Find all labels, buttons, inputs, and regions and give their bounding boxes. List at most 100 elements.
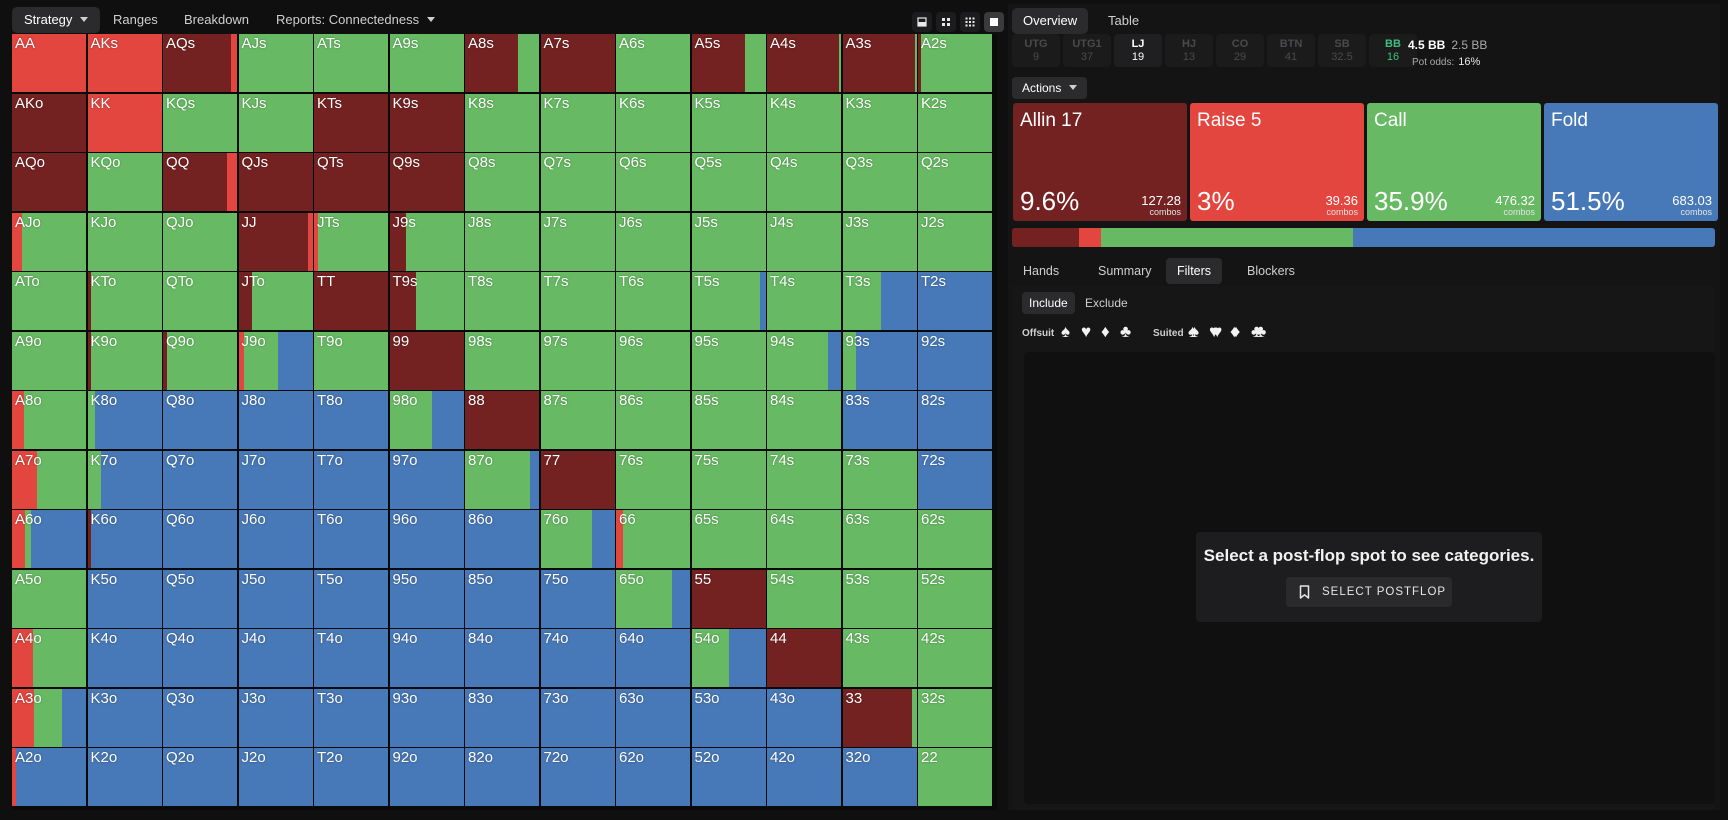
include-toggle[interactable]: Include [1022, 292, 1075, 314]
hand-cell[interactable]: A4o [12, 629, 86, 687]
compact-view-button[interactable] [912, 12, 932, 32]
hand-cell[interactable]: AKo [12, 93, 86, 152]
hand-cell[interactable]: KJs [238, 93, 313, 152]
hand-cell[interactable]: J6s [616, 212, 690, 271]
hand-cell[interactable]: 85o [465, 569, 539, 628]
hand-cell[interactable]: KJo [87, 212, 162, 271]
hand-cell[interactable]: K6o [87, 510, 162, 568]
position-sb[interactable]: SB 32.5 [1318, 34, 1366, 67]
hand-cell[interactable]: QQ [163, 153, 237, 211]
hand-cell[interactable]: J6o [238, 510, 313, 568]
grid-view-button[interactable] [960, 12, 980, 32]
hand-cell[interactable]: 65o [616, 569, 690, 628]
hand-cell[interactable]: QTo [163, 272, 237, 330]
hand-cell[interactable]: K4s [767, 93, 841, 152]
hand-cell[interactable]: 77 [540, 450, 615, 509]
select-postflop-button[interactable]: SELECT POSTFLOP [1286, 577, 1452, 607]
hand-cell[interactable]: AQo [12, 153, 86, 211]
hand-cell[interactable]: 52s [918, 569, 992, 628]
hand-cell[interactable]: AKs [87, 34, 162, 92]
hand-cell[interactable]: JJ [238, 212, 313, 271]
split-view-button[interactable] [936, 12, 956, 32]
hand-cell[interactable]: A4s [767, 34, 841, 92]
hand-cell[interactable]: A7s [540, 34, 615, 92]
hand-cell[interactable]: A2o [12, 748, 86, 806]
hand-cell[interactable]: K9s [389, 93, 464, 152]
hand-cell[interactable]: KQs [163, 93, 237, 152]
hand-cell[interactable]: 83s [842, 391, 917, 449]
hand-cell[interactable]: T8s [465, 272, 539, 330]
hand-cell[interactable]: 22 [918, 748, 992, 806]
hand-cell[interactable]: 42s [918, 629, 992, 687]
hand-cell[interactable]: 87s [540, 391, 615, 449]
hand-cell[interactable]: 53s [842, 569, 917, 628]
hand-cell[interactable]: 32s [918, 688, 992, 747]
suited-diamond-filter[interactable]: ♦♦ [1230, 322, 1241, 341]
offsuit-spade-filter[interactable]: ♠ [1061, 322, 1071, 341]
hand-cell[interactable]: 94o [389, 629, 464, 687]
hand-cell[interactable]: 53o [691, 688, 766, 747]
hand-cell[interactable]: K8s [465, 93, 539, 152]
tab-overview[interactable]: Overview [1012, 8, 1089, 34]
hand-cell[interactable]: Q7o [163, 450, 237, 509]
hand-cell[interactable]: 96o [389, 510, 464, 568]
hand-cell[interactable]: ATs [314, 34, 388, 92]
offsuit-diamond-filter[interactable]: ♦ [1101, 322, 1110, 341]
position-btn[interactable]: BTN 41 [1267, 34, 1315, 67]
hand-cell[interactable]: 82s [918, 391, 992, 449]
tab-strategy[interactable]: Strategy [12, 7, 101, 33]
hand-cell[interactable]: 55 [691, 569, 766, 628]
hand-cell[interactable]: 72s [918, 450, 992, 509]
hand-cell[interactable]: T4s [767, 272, 841, 330]
hand-cell[interactable]: 84o [465, 629, 539, 687]
hand-cell[interactable]: T5s [691, 272, 766, 330]
suited-spade-filter[interactable]: ♠♠ [1188, 322, 1199, 341]
hand-cell[interactable]: A7o [12, 450, 86, 509]
hand-cell[interactable]: 75o [540, 569, 615, 628]
hand-cell[interactable]: QTs [314, 153, 388, 211]
tab-blockers[interactable]: Blockers [1247, 264, 1295, 278]
tab-filters[interactable]: Filters [1166, 258, 1223, 284]
hand-cell[interactable]: A9s [389, 34, 464, 92]
hand-cell[interactable]: T3o [314, 688, 388, 747]
hand-cell[interactable]: K3s [842, 93, 917, 152]
hand-cell[interactable]: A3o [12, 688, 86, 747]
full-view-button[interactable] [984, 12, 1004, 32]
hand-cell[interactable]: K4o [87, 629, 162, 687]
hand-cell[interactable]: J4o [238, 629, 313, 687]
hand-cell[interactable]: 92o [389, 748, 464, 806]
hand-cell[interactable]: K2o [87, 748, 162, 806]
hand-cell[interactable]: 99 [389, 331, 464, 390]
hand-cell[interactable]: TT [314, 272, 388, 330]
hand-cell[interactable]: KK [87, 93, 162, 152]
hand-cell[interactable]: 75s [691, 450, 766, 509]
hand-cell[interactable]: T4o [314, 629, 388, 687]
hand-cell[interactable]: AJs [238, 34, 313, 92]
hand-cell[interactable]: J9s [389, 212, 464, 271]
hand-cell[interactable]: JTs [314, 212, 388, 271]
hand-cell[interactable]: A6o [12, 510, 86, 568]
hand-cell[interactable]: 95s [691, 331, 766, 390]
hand-cell[interactable]: 76o [540, 510, 615, 568]
hand-cell[interactable]: 43o [767, 688, 841, 747]
position-utg1[interactable]: UTG1 37 [1063, 34, 1111, 67]
tab-breakdown[interactable]: Breakdown [172, 7, 261, 33]
hand-cell[interactable]: J9o [238, 331, 313, 390]
fold-action-card[interactable]: Fold 51.5% 683.03 combos [1544, 103, 1718, 221]
raise-action-card[interactable]: Raise 5 3% 39.36 combos [1190, 103, 1364, 221]
hand-cell[interactable]: T5o [314, 569, 388, 628]
hand-cell[interactable]: J4s [767, 212, 841, 271]
hand-cell[interactable]: T7s [540, 272, 615, 330]
call-action-card[interactable]: Call 35.9% 476.32 combos [1367, 103, 1541, 221]
hand-cell[interactable]: T3s [842, 272, 917, 330]
tab-summary[interactable]: Summary [1098, 264, 1152, 278]
actions-dropdown[interactable]: Actions [1012, 77, 1088, 99]
hand-cell[interactable]: J8s [465, 212, 539, 271]
position-utg[interactable]: UTG 9 [1012, 34, 1060, 67]
hand-cell[interactable]: Q5s [691, 153, 766, 211]
hand-cell[interactable]: 98o [389, 391, 464, 449]
hand-cell[interactable]: 84s [767, 391, 841, 449]
hand-cell[interactable]: K9o [87, 331, 162, 390]
hand-cell[interactable]: 95o [389, 569, 464, 628]
hand-cell[interactable]: 73o [540, 688, 615, 747]
